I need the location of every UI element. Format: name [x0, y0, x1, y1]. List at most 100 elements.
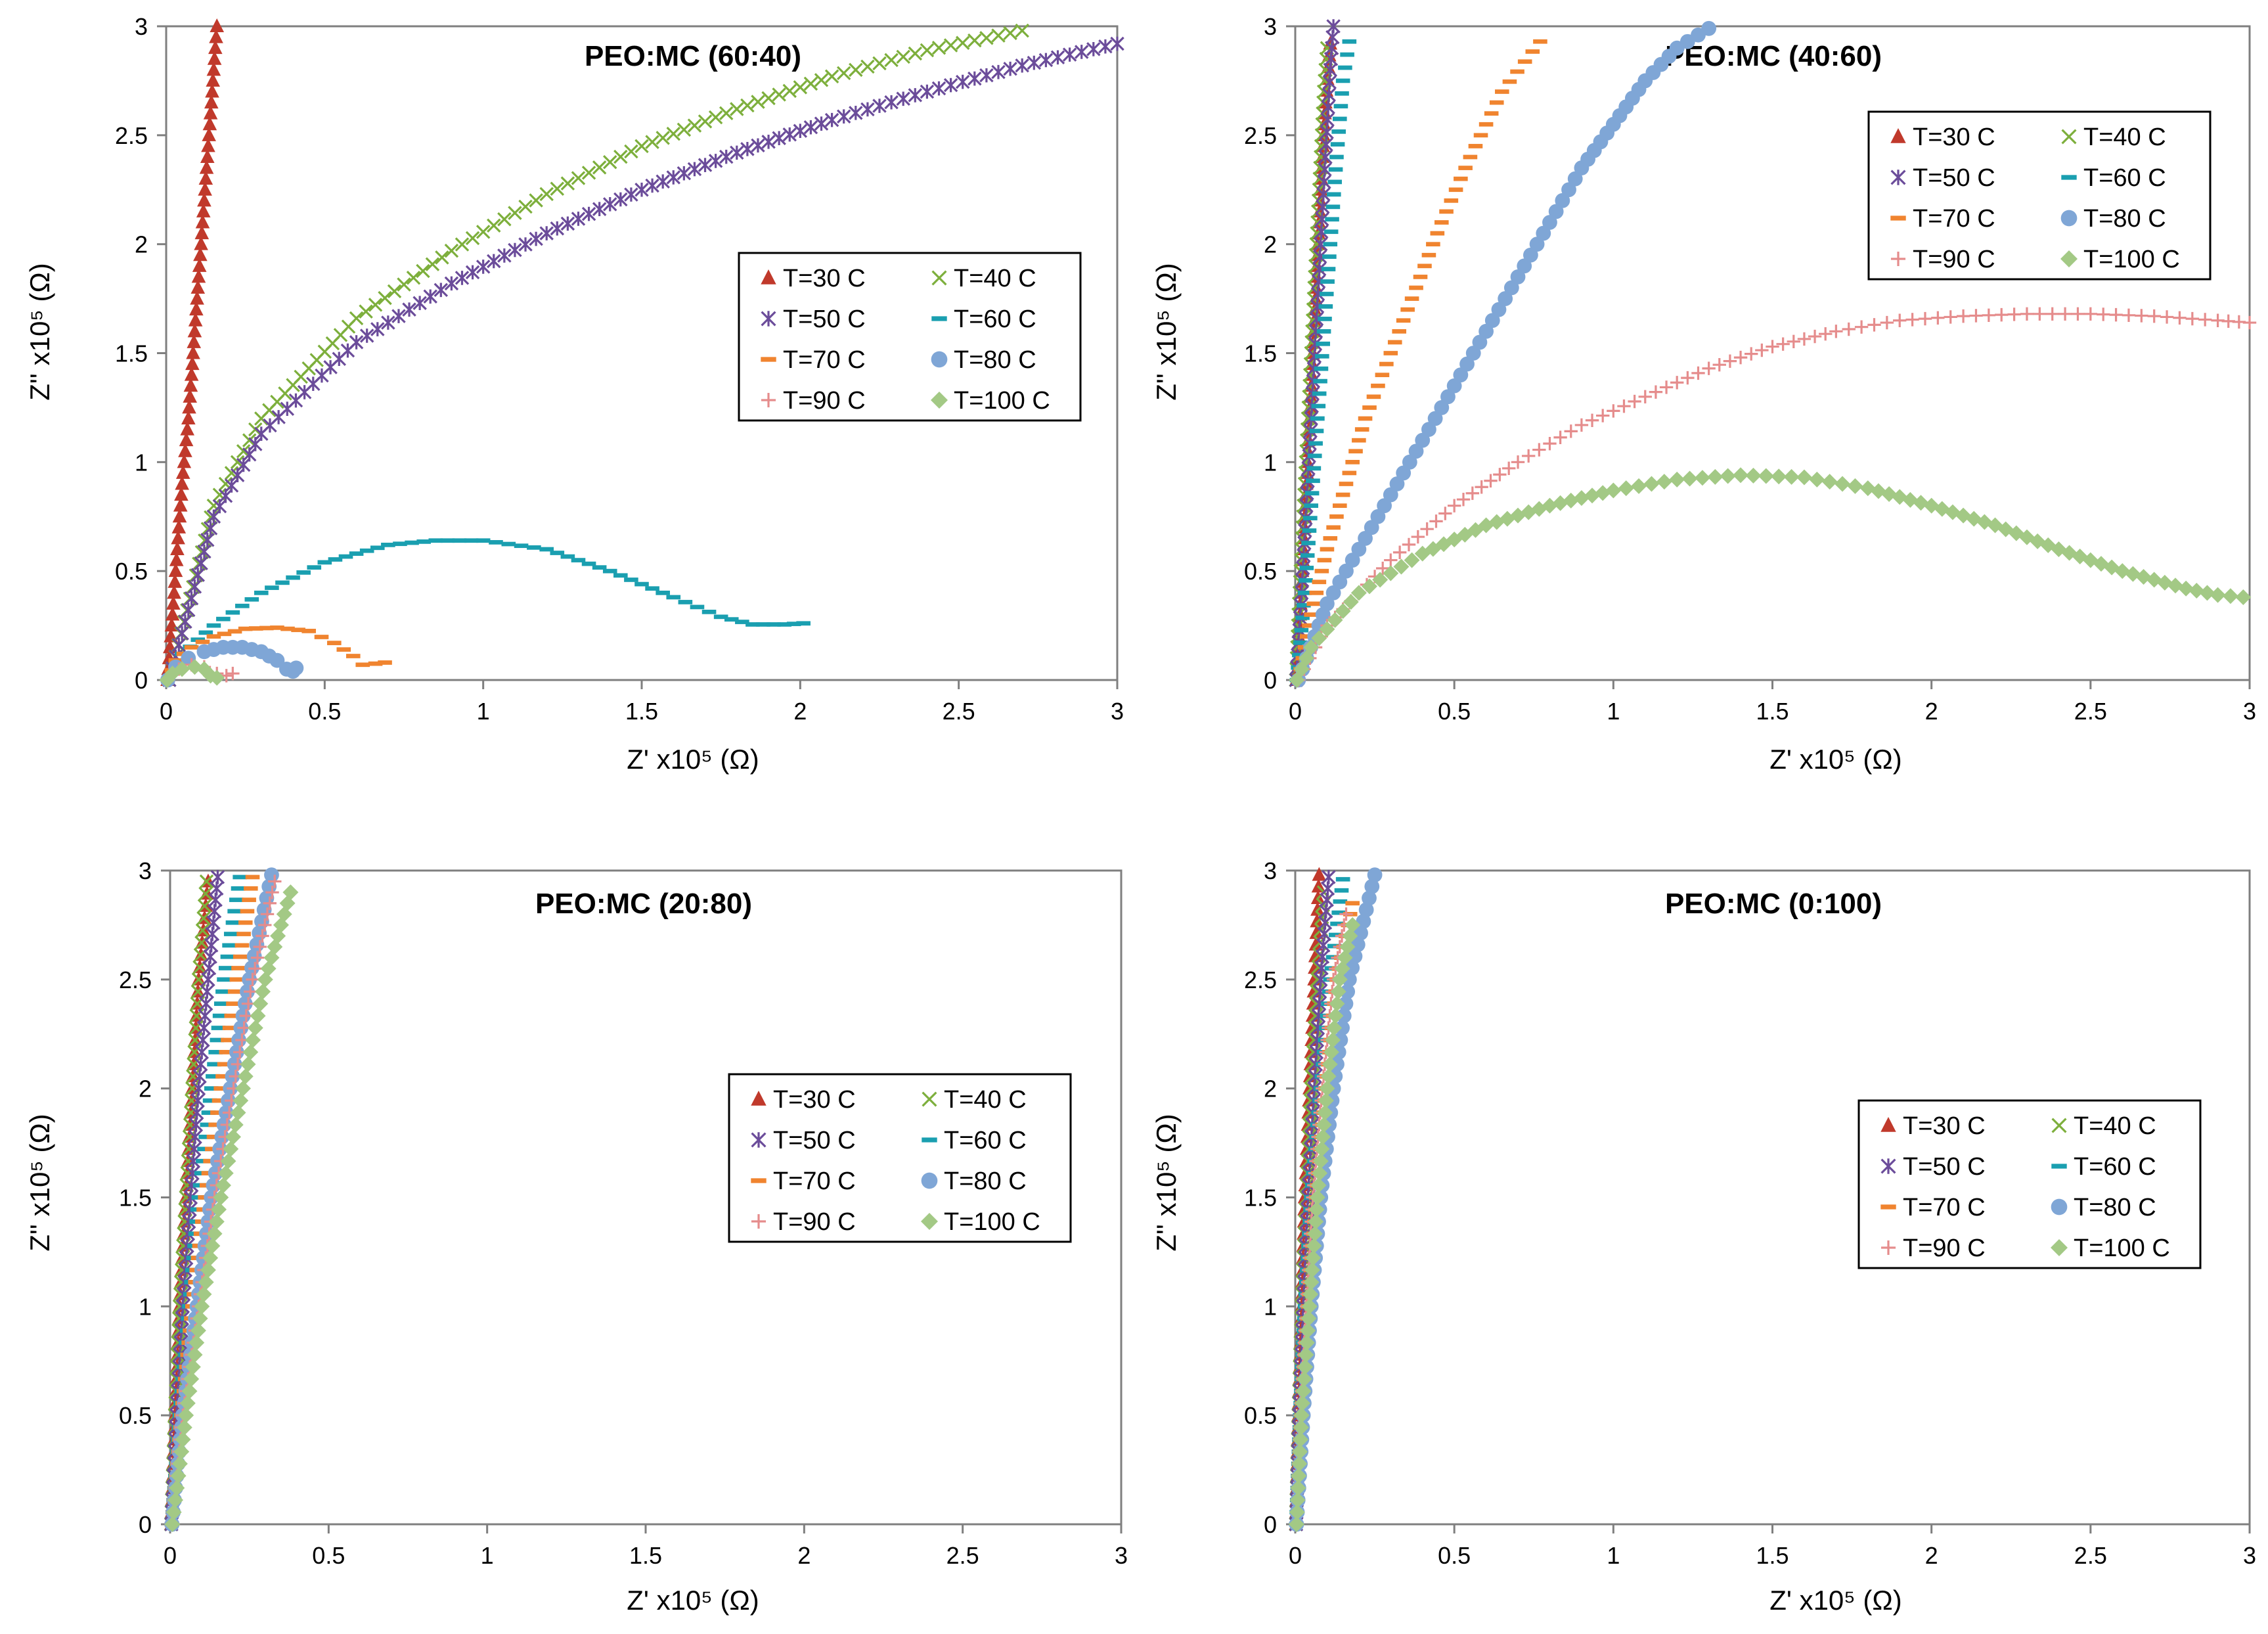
- legend-label: T=30 C: [1913, 124, 1995, 151]
- data-point: [181, 1214, 196, 1229]
- data-point: [1415, 432, 1431, 448]
- data-point: [1301, 541, 1316, 545]
- data-point: [656, 590, 670, 595]
- data-point: [1712, 357, 1726, 372]
- data-point: [782, 127, 797, 142]
- data-point: [1327, 612, 1343, 628]
- data-point: [1631, 478, 1647, 494]
- data-point: [708, 154, 723, 168]
- data-point: [269, 652, 285, 668]
- data-point: [1333, 116, 1347, 122]
- data-point: [1320, 279, 1335, 284]
- data-point: [186, 1154, 201, 1169]
- data-point: [170, 541, 185, 555]
- data-point: [719, 149, 734, 164]
- x-tick-label: 3: [2243, 698, 2256, 725]
- data-point: [1465, 486, 1480, 500]
- data-point: [196, 203, 211, 217]
- legend-box: [1867, 110, 2212, 281]
- data-point: [1595, 409, 1610, 422]
- data-point: [896, 91, 910, 106]
- data-point: [1329, 514, 1344, 519]
- data-point: [291, 627, 305, 633]
- data-point: [1293, 1407, 1310, 1424]
- data-point: [931, 81, 946, 96]
- data-point: [1411, 530, 1425, 544]
- data-point: [217, 1165, 234, 1181]
- data-point: [592, 565, 607, 570]
- data-point: [1308, 1201, 1325, 1217]
- y-tick-label: 2: [135, 231, 148, 258]
- legend-label: T=80 C: [944, 1168, 1027, 1195]
- legend-label: T=60 C: [2083, 164, 2166, 192]
- data-point: [1308, 336, 1323, 352]
- data-point: [487, 218, 501, 233]
- data-point: [185, 356, 200, 371]
- data-point: [1309, 1189, 1325, 1206]
- data-point: [1370, 509, 1386, 524]
- data-point: [730, 102, 744, 116]
- data-point: [425, 257, 440, 271]
- data-point: [244, 597, 259, 602]
- data-point: [645, 178, 659, 193]
- data-point: [197, 899, 212, 913]
- data-point: [1347, 949, 1363, 964]
- data-point: [624, 578, 638, 582]
- data-point: [1342, 39, 1357, 44]
- data-point: [1338, 996, 1354, 1012]
- data-point: [1317, 558, 1332, 562]
- data-point: [338, 554, 353, 559]
- data-point: [185, 1359, 201, 1375]
- legend-label: T=40 C: [954, 265, 1036, 292]
- data-point: [560, 176, 575, 191]
- data-point: [1331, 910, 1346, 915]
- data-point: [240, 1056, 256, 1072]
- data-point: [245, 874, 260, 880]
- data-point: [164, 1516, 181, 1532]
- data-point: [215, 1074, 230, 1079]
- data-point: [967, 71, 982, 86]
- chart-title: PEO:MC (40:60): [1665, 40, 1882, 72]
- data-point: [1320, 125, 1334, 139]
- x-tick-label: 0: [160, 698, 173, 725]
- data-point: [184, 1093, 199, 1108]
- x-tick-label: 1.5: [629, 1542, 662, 1569]
- data-point: [213, 1189, 229, 1206]
- data-point: [487, 254, 501, 269]
- data-point: [1387, 340, 1402, 345]
- data-point: [1491, 302, 1507, 317]
- data-point: [1383, 565, 1399, 581]
- data-point: [1340, 52, 1354, 57]
- data-point: [179, 432, 194, 447]
- data-point: [1302, 528, 1317, 533]
- y-tick-label: 1: [139, 1293, 152, 1320]
- data-point: [217, 631, 232, 637]
- data-point: [1459, 356, 1475, 372]
- data-point: [1670, 376, 1684, 390]
- data-point: [1319, 1080, 1335, 1097]
- data-point: [1312, 261, 1327, 277]
- data-point: [203, 521, 218, 535]
- data-point: [1293, 1419, 1309, 1436]
- x-axis-label: Z' x10⁵ (Ω): [1769, 744, 1902, 775]
- data-point: [206, 915, 221, 930]
- data-point: [772, 87, 786, 102]
- data-point: [1389, 476, 1405, 491]
- data-point: [955, 35, 970, 51]
- y-tick-label: 1: [135, 449, 148, 476]
- y-tick-label: 2.5: [115, 122, 148, 149]
- data-point: [518, 237, 533, 252]
- data-point: [416, 539, 431, 544]
- data-point: [200, 532, 215, 547]
- data-point: [1306, 466, 1322, 471]
- data-point: [1321, 100, 1335, 114]
- data-point: [1733, 350, 1748, 365]
- data-point: [223, 932, 238, 936]
- data-point: [465, 231, 480, 246]
- data-point: [1320, 1068, 1337, 1085]
- data-point: [1325, 217, 1339, 222]
- data-point: [202, 116, 217, 131]
- data-point: [1339, 939, 1356, 955]
- data-point: [219, 1050, 234, 1055]
- data-point: [2097, 307, 2110, 321]
